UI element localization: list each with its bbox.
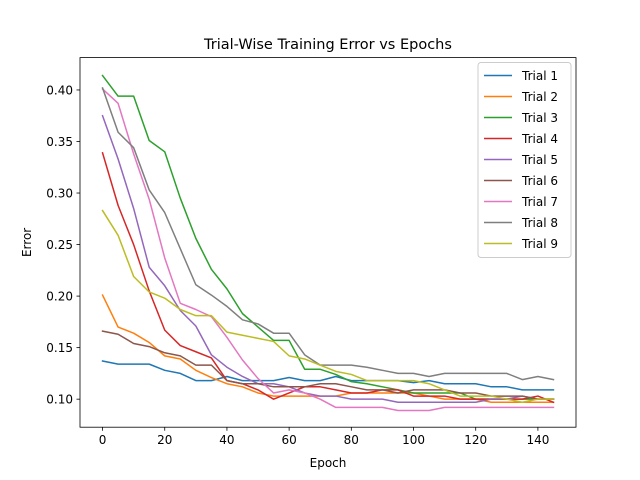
legend-label-trial-1: Trial 1	[521, 69, 558, 83]
series-line-trial-5	[101, 114, 555, 404]
x-tick-label: 60	[281, 433, 296, 447]
x-tick-label: 20	[157, 433, 172, 447]
y-tick-label: 0.35	[46, 135, 73, 149]
y-tick-label: 0.10	[46, 392, 73, 406]
y-axis: 0.10 0.15 0.20 0.25 0.30 0.35 0.40	[46, 83, 80, 406]
y-axis-label: Error	[20, 228, 34, 257]
x-tick-label: 100	[402, 433, 425, 447]
legend-label-trial-7: Trial 7	[521, 195, 558, 209]
x-tick-label: 140	[526, 433, 549, 447]
series-line-trial-8	[101, 86, 555, 381]
legend-label-trial-3: Trial 3	[521, 111, 558, 125]
series-line-trial-7	[101, 87, 555, 412]
legend-label-trial-6: Trial 6	[521, 174, 558, 188]
plot-frame	[79, 57, 577, 428]
y-tick-label: 0.15	[46, 341, 73, 355]
y-tick-label: 0.40	[46, 83, 73, 97]
series-line-trial-4	[101, 151, 555, 404]
series-line-trial-1	[101, 360, 555, 391]
x-axis-label: Epoch	[310, 456, 347, 470]
plot-lines	[101, 74, 555, 412]
legend: Trial 1 Trial 2 Trial 3 Trial 4 Trial 5 Trial…	[477, 62, 572, 258]
y-tick-label: 0.30	[46, 186, 73, 200]
legend-label-trial-9: Trial 9	[521, 237, 558, 251]
x-tick-label: 0	[99, 433, 107, 447]
legend-box	[477, 62, 572, 258]
y-tick-label: 0.25	[46, 238, 73, 252]
legend-label-trial-5: Trial 5	[521, 153, 558, 167]
x-tick-label: 80	[344, 433, 359, 447]
series-line-trial-9	[101, 209, 555, 404]
x-tick-label: 120	[464, 433, 487, 447]
x-axis: 0 20 40 60 80 100 120 140	[99, 427, 549, 447]
x-tick-label: 40	[219, 433, 234, 447]
chart-title: Trial-Wise Training Error vs Epochs	[203, 37, 452, 53]
y-tick-label: 0.20	[46, 289, 73, 303]
legend-label-trial-8: Trial 8	[521, 216, 558, 230]
legend-label-trial-2: Trial 2	[521, 90, 558, 104]
legend-label-trial-4: Trial 4	[521, 132, 558, 146]
series-line-trial-6	[101, 330, 555, 400]
